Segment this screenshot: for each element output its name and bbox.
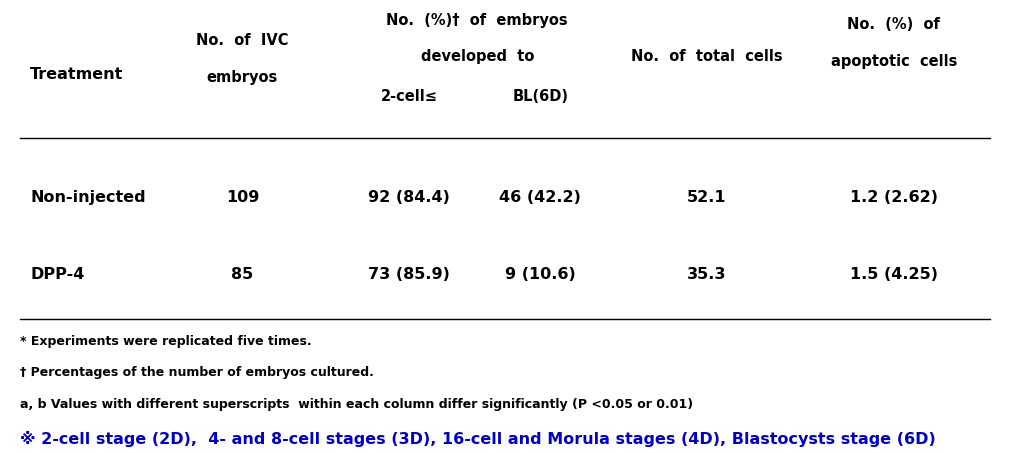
Text: apoptotic  cells: apoptotic cells	[830, 53, 957, 69]
Text: * Experiments were replicated five times.: * Experiments were replicated five times…	[20, 335, 312, 347]
Text: ※ 2-cell stage (2D),  4- and 8-cell stages (3D), 16-cell and Morula stages (4D),: ※ 2-cell stage (2D), 4- and 8-cell stage…	[20, 430, 936, 447]
Text: 85: 85	[231, 266, 254, 282]
Text: 46 (42.2): 46 (42.2)	[499, 189, 582, 205]
Text: 1.5 (4.25): 1.5 (4.25)	[849, 266, 938, 282]
Text: No.  (%)  of: No. (%) of	[847, 17, 940, 33]
Text: 2-cell≤: 2-cell≤	[381, 89, 437, 104]
Text: No.  of  IVC: No. of IVC	[196, 33, 289, 48]
Text: developed  to: developed to	[420, 49, 534, 64]
Text: 52.1: 52.1	[687, 189, 727, 205]
Text: No.  (%)†  of  embryos: No. (%)† of embryos	[387, 13, 568, 28]
Text: embryos: embryos	[207, 69, 278, 85]
Text: 35.3: 35.3	[687, 266, 727, 282]
Text: a, b Values with different superscripts  within each column differ significantly: a, b Values with different superscripts …	[20, 398, 693, 410]
Text: No.  of  total  cells: No. of total cells	[631, 49, 783, 64]
Text: DPP-4: DPP-4	[30, 266, 85, 282]
Text: 73 (85.9): 73 (85.9)	[368, 266, 450, 282]
Text: Treatment: Treatment	[30, 67, 123, 82]
Text: † Percentages of the number of embryos cultured.: † Percentages of the number of embryos c…	[20, 366, 374, 379]
Text: 1.2 (2.62): 1.2 (2.62)	[849, 189, 938, 205]
Text: 109: 109	[225, 189, 260, 205]
Text: Non-injected: Non-injected	[30, 189, 145, 205]
Text: BL(6D): BL(6D)	[512, 89, 569, 104]
Text: 92 (84.4): 92 (84.4)	[368, 189, 450, 205]
Text: 9 (10.6): 9 (10.6)	[505, 266, 576, 282]
